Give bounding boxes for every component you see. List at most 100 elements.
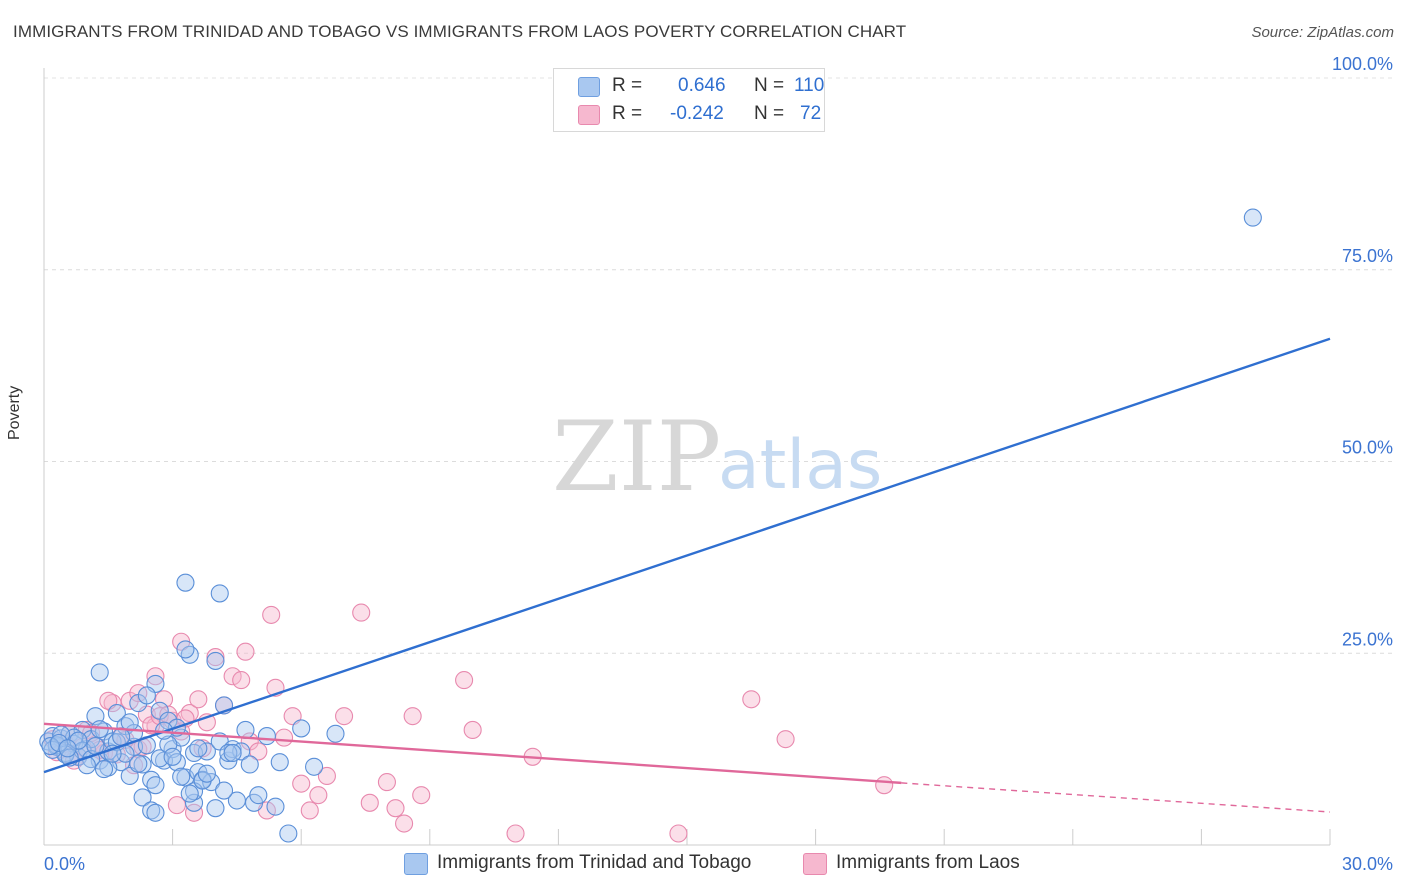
laos-point — [776, 730, 795, 749]
trinidad-point — [292, 719, 311, 738]
n-label: N = — [754, 75, 785, 96]
trinidad-point — [223, 743, 242, 763]
n-value-trinidad: 110 — [794, 75, 825, 96]
laos-point — [395, 814, 414, 833]
trinidad-point — [146, 803, 165, 822]
trinidad-point — [326, 724, 345, 743]
trinidad-point — [266, 797, 285, 816]
trinidad-point — [219, 743, 238, 763]
laos-legend-swatch — [803, 853, 827, 875]
trinidad-point — [1243, 208, 1262, 227]
trinidad-point — [305, 757, 324, 776]
laos-point — [335, 707, 354, 726]
y-tick-label: 25.0% — [1342, 629, 1393, 649]
x-axis: 0.0% 30.0% — [43, 68, 1393, 874]
trinidad-point — [176, 640, 195, 659]
trinidad-point — [107, 704, 126, 723]
trinidad-point — [120, 766, 139, 786]
trinidad-point — [163, 747, 182, 766]
laos-trend-line — [43, 722, 902, 785]
x-tick-label-end: 30.0% — [1342, 854, 1393, 874]
trinidad-point — [214, 781, 234, 800]
watermark: ZIP atlas — [552, 401, 882, 513]
trinidad-point — [210, 584, 229, 603]
trinidad-point — [58, 739, 77, 758]
trinidad-swatch — [578, 77, 600, 97]
stats-legend: R = 0.646 N = 110 R = -0.242 N = 72 — [553, 68, 825, 132]
laos-point — [262, 605, 281, 624]
laos-point — [412, 786, 431, 805]
laos-point — [283, 707, 302, 726]
trinidad-point — [240, 755, 259, 774]
trinidad-point — [133, 788, 152, 807]
chart-title: IMMIGRANTS FROM TRINIDAD AND TOBAGO VS I… — [13, 22, 907, 41]
trinidad-point — [197, 764, 216, 783]
laos-point — [292, 774, 311, 793]
watermark-atlas: atlas — [718, 426, 882, 505]
r-value-trinidad: 0.646 — [678, 75, 726, 96]
laos-swatch — [578, 105, 600, 125]
laos-point — [223, 667, 242, 686]
trinidad-point — [189, 739, 208, 758]
trinidad-point — [146, 776, 165, 795]
laos-legend-label: Immigrants from Laos — [836, 852, 1020, 873]
laos-point — [184, 803, 204, 822]
trinidad-legend-swatch — [404, 853, 428, 875]
gridlines — [44, 77, 1394, 654]
laos-point — [386, 799, 405, 818]
n-label: N = — [754, 103, 785, 124]
laos-point — [99, 691, 118, 710]
laos-point — [506, 824, 525, 843]
trinidad-trend-line — [43, 337, 1331, 774]
laos-point — [236, 642, 255, 661]
trinidad-point — [236, 720, 255, 740]
laos-point — [377, 773, 396, 792]
trinidad-point — [90, 663, 109, 682]
laos-point — [875, 776, 894, 795]
laos-point — [206, 648, 225, 667]
laos-trend-line-extension — [901, 782, 1331, 813]
laos-point — [309, 786, 328, 805]
laos-point — [300, 801, 319, 820]
series-laos-points — [43, 603, 894, 843]
source-label: Source: ZipAtlas.com — [1251, 24, 1394, 41]
trinidad-point — [129, 754, 148, 773]
laos-point — [275, 728, 294, 747]
trinidad-point — [49, 733, 69, 753]
series-trinidad-points — [39, 208, 1262, 843]
r-value-laos: -0.242 — [670, 103, 724, 124]
y-tick-label: 50.0% — [1342, 438, 1393, 458]
trend-lines — [43, 337, 1331, 813]
trinidad-legend-label: Immigrants from Trinidad and Tobago — [437, 852, 752, 873]
trinidad-point — [206, 799, 225, 818]
laos-point — [352, 603, 371, 622]
laos-point — [360, 793, 379, 812]
trinidad-point — [137, 686, 156, 705]
trinidad-point — [206, 651, 225, 670]
laos-point — [317, 766, 336, 786]
laos-point — [403, 707, 422, 726]
r-label: R = — [612, 103, 643, 124]
y-axis: 25.0% 50.0% 75.0% 100.0% — [1332, 54, 1393, 649]
trinidad-point — [176, 573, 195, 592]
trinidad-point — [249, 786, 268, 805]
laos-point — [455, 671, 474, 690]
trinidad-point — [172, 767, 191, 786]
trinidad-point — [257, 727, 276, 746]
laos-point — [463, 720, 482, 740]
trinidad-point — [94, 760, 114, 779]
n-value-laos: 72 — [800, 103, 822, 124]
trinidad-point — [180, 784, 199, 803]
trinidad-point — [279, 824, 298, 843]
y-tick-label: 100.0% — [1332, 54, 1393, 74]
laos-point — [669, 824, 688, 843]
r-label: R = — [612, 75, 643, 96]
x-tick-label-start: 0.0% — [44, 854, 85, 874]
laos-point — [189, 690, 208, 709]
trinidad-point — [270, 753, 289, 772]
watermark-zip: ZIP — [552, 401, 721, 513]
y-tick-label: 75.0% — [1342, 246, 1393, 266]
laos-point — [742, 690, 761, 709]
laos-point — [232, 671, 251, 690]
